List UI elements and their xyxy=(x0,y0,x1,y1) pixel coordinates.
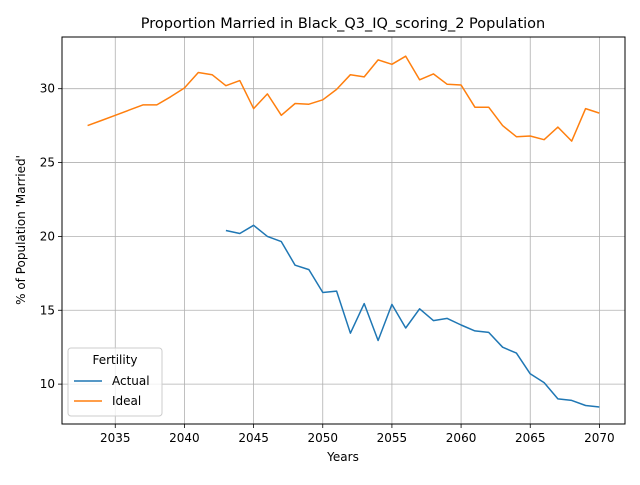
legend-label-ideal: Ideal xyxy=(112,394,141,408)
series-lines xyxy=(87,55,600,408)
x-axis-ticks: 2035 2040 2045 2050 2055 2060 2065 2070 xyxy=(100,424,615,445)
legend-label-actual: Actual xyxy=(112,374,150,388)
legend-title: Fertility xyxy=(92,353,137,367)
series-line-actual xyxy=(225,224,600,408)
x-tick-label: 2035 xyxy=(100,431,131,445)
series-line-ideal xyxy=(87,55,600,142)
y-tick-label: 30 xyxy=(40,82,55,96)
legend-box xyxy=(67,347,163,417)
y-axis-ticks: 10 15 20 25 30 xyxy=(40,82,62,391)
x-tick-label: 2045 xyxy=(238,431,269,445)
y-tick-label: 25 xyxy=(40,156,55,170)
x-tick-label: 2070 xyxy=(584,431,615,445)
x-tick-label: 2065 xyxy=(515,431,546,445)
y-tick-label: 15 xyxy=(40,303,55,317)
y-tick-label: 20 xyxy=(40,229,55,243)
legend: Fertility Actual Ideal xyxy=(67,347,163,417)
x-tick-label: 2050 xyxy=(307,431,338,445)
x-tick-label: 2060 xyxy=(446,431,477,445)
chart-title: Proportion Married in Black_Q3_IQ_scorin… xyxy=(141,16,545,32)
y-axis-label: % of Population 'Married' xyxy=(14,155,28,305)
plot-frame xyxy=(61,36,626,425)
x-tick-label: 2055 xyxy=(377,431,408,445)
x-tick-label: 2040 xyxy=(169,431,200,445)
x-axis-label: Years xyxy=(326,450,359,464)
y-tick-label: 10 xyxy=(40,377,55,391)
